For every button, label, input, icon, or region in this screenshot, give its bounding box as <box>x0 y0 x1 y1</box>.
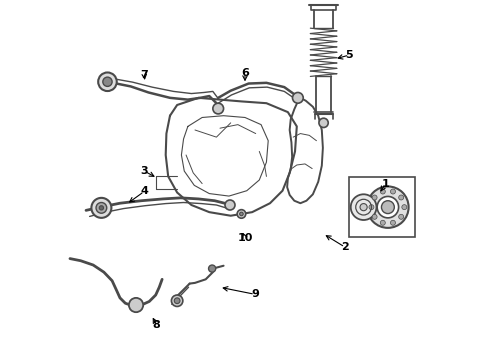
Circle shape <box>240 212 243 216</box>
Circle shape <box>99 206 103 210</box>
Text: 1: 1 <box>382 179 389 189</box>
Circle shape <box>380 220 385 225</box>
Text: 3: 3 <box>141 166 148 176</box>
Circle shape <box>372 195 377 200</box>
Text: 10: 10 <box>237 233 253 243</box>
Circle shape <box>381 201 394 213</box>
Circle shape <box>96 203 107 213</box>
Text: 7: 7 <box>141 69 148 80</box>
Circle shape <box>319 118 328 127</box>
Circle shape <box>225 200 235 210</box>
Circle shape <box>372 214 377 219</box>
Circle shape <box>391 189 395 194</box>
Text: 4: 4 <box>140 186 148 197</box>
Circle shape <box>293 93 303 103</box>
Circle shape <box>98 72 117 91</box>
Text: 6: 6 <box>241 68 249 78</box>
Circle shape <box>360 203 367 211</box>
Text: 9: 9 <box>251 289 259 299</box>
Circle shape <box>92 198 111 218</box>
Circle shape <box>174 298 180 303</box>
Circle shape <box>209 265 216 272</box>
Circle shape <box>129 298 143 312</box>
Circle shape <box>213 103 223 114</box>
Circle shape <box>391 220 395 225</box>
Text: 8: 8 <box>152 320 160 330</box>
Circle shape <box>367 186 409 228</box>
Circle shape <box>103 77 112 86</box>
Circle shape <box>399 214 404 219</box>
Text: 5: 5 <box>345 50 353 60</box>
Circle shape <box>369 204 374 210</box>
Text: 2: 2 <box>341 242 349 252</box>
Circle shape <box>399 195 404 200</box>
Circle shape <box>237 210 245 218</box>
Circle shape <box>380 189 385 194</box>
Bar <box>348 177 415 237</box>
Circle shape <box>351 194 376 220</box>
Circle shape <box>172 295 183 306</box>
Circle shape <box>402 204 407 210</box>
Circle shape <box>377 197 398 218</box>
